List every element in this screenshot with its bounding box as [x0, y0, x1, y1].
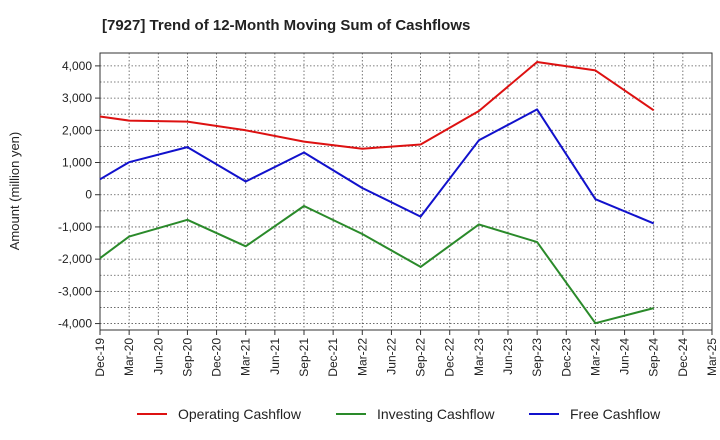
chart-title: [7927] Trend of 12-Month Moving Sum of C… [102, 17, 470, 34]
plot-background [100, 53, 712, 330]
y-tick-label: 1,000 [62, 156, 92, 170]
x-tick-label: Dec-19 [93, 338, 107, 377]
x-tick-label: Mar-23 [472, 338, 486, 376]
x-tick-label: Sep-21 [297, 338, 311, 377]
legend: Operating Cashflow Investing Cashflow Free… [137, 406, 661, 422]
y-tick-label: -2,000 [58, 252, 92, 266]
x-tick-label: Jun-24 [618, 338, 632, 375]
x-tick-label: Sep-22 [414, 338, 428, 377]
legend-label-investing-cashflow: Investing Cashflow [377, 406, 495, 422]
x-tick-label: Jun-20 [151, 338, 165, 375]
y-tick-label: 4,000 [62, 59, 92, 73]
y-tick-label: -4,000 [58, 317, 92, 331]
x-tick-label: Dec-22 [443, 338, 457, 377]
x-tick-label: Mar-24 [588, 338, 602, 376]
x-tick-label: Dec-20 [210, 338, 224, 377]
x-tick-label: Mar-22 [355, 338, 369, 376]
x-tick-label: Sep-23 [530, 338, 544, 377]
x-tick-label: Mar-20 [122, 338, 136, 376]
x-tick-label: Dec-24 [676, 338, 690, 377]
y-axis-label: Amount (million yen) [7, 132, 22, 251]
x-tick-label: Jun-22 [384, 338, 398, 375]
investing-cashflow-line [99, 205, 654, 325]
y-tick-label: -1,000 [58, 220, 92, 234]
y-tick-label: 3,000 [62, 91, 92, 105]
y-tick-label: 2,000 [62, 123, 92, 137]
x-tick-label: Sep-24 [647, 338, 661, 377]
legend-label-operating-cashflow: Operating Cashflow [178, 406, 302, 422]
x-tick-label: Dec-21 [326, 338, 340, 377]
x-tick-label: Jun-23 [501, 338, 515, 375]
free-cashflow-line [99, 108, 655, 225]
plot-area: Dec-19 Mar-20 Jun-20 Sep-20 Dec-20 Mar-21 Jun-… [58, 52, 719, 377]
y-tick-label: -3,000 [58, 284, 92, 298]
y-tick-label: 0 [85, 188, 92, 202]
operating-cashflow-line [99, 61, 655, 150]
plot-frame [99, 52, 713, 331]
x-tick-label: Dec-23 [559, 338, 573, 377]
x-tick-label: Jun-21 [268, 338, 282, 375]
x-tick-label: Mar-25 [705, 338, 719, 376]
legend-label-free-cashflow: Free Cashflow [570, 406, 661, 422]
x-tick-label: Mar-21 [239, 338, 253, 376]
x-tick-label: Sep-20 [180, 338, 194, 377]
